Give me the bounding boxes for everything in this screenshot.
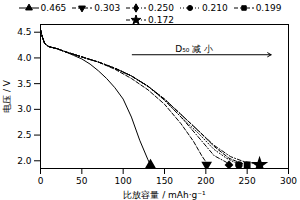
svg-text:比放容量 / mAh·g⁻¹: 比放容量 / mAh·g⁻¹ — [123, 190, 206, 200]
svg-text:3.5: 3.5 — [17, 79, 31, 89]
html-text:0.250: 0.250 — [148, 3, 174, 13]
svg-text:150: 150 — [156, 176, 173, 186]
svg-text:4.0: 4.0 — [17, 53, 32, 63]
svg-text:250: 250 — [239, 176, 256, 186]
svg-text:200: 200 — [197, 176, 214, 186]
svg-text:100: 100 — [115, 176, 132, 186]
svg-text:2.0: 2.0 — [17, 156, 32, 166]
html-text:0.199: 0.199 — [255, 3, 282, 13]
html-text:0.172: 0.172 — [148, 15, 174, 25]
html-text:0.303: 0.303 — [94, 3, 121, 13]
svg-text:0: 0 — [38, 176, 44, 186]
html-text:0.210: 0.210 — [201, 3, 228, 13]
html-text:0.465: 0.465 — [40, 3, 67, 13]
svg-text:50: 50 — [76, 176, 88, 186]
svg-text:D₅₀ 减 小: D₅₀ 减 小 — [175, 44, 213, 54]
svg-text:3.0: 3.0 — [17, 104, 32, 114]
svg-text:电压 / V: 电压 / V — [2, 79, 12, 113]
svg-text:4.5: 4.5 — [17, 27, 31, 37]
svg-text:2.5: 2.5 — [17, 130, 31, 140]
svg-text:300: 300 — [280, 176, 297, 186]
